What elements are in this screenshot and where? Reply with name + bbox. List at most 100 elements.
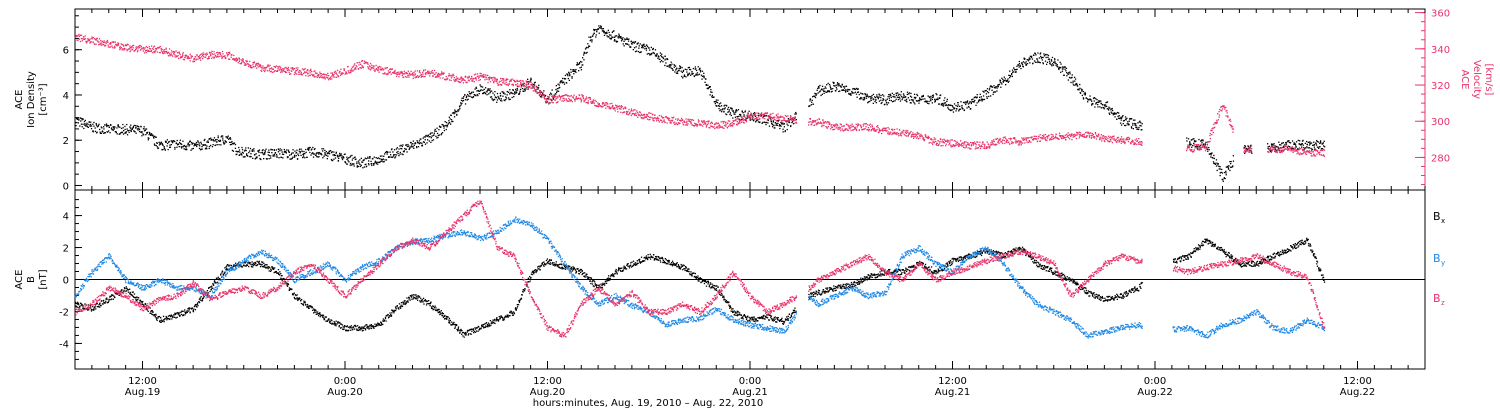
data-point-velocity xyxy=(863,125,864,126)
data-point-density xyxy=(531,79,532,80)
data-point-density xyxy=(402,146,403,147)
data-point-density xyxy=(189,144,190,145)
data-point-velocity xyxy=(529,86,530,87)
data-point-density xyxy=(246,150,247,151)
data-point-velocity xyxy=(114,47,115,48)
data-point-density xyxy=(1033,55,1034,56)
data-point-velocity xyxy=(405,72,406,73)
data-point-density xyxy=(494,94,495,95)
data-point-density xyxy=(337,155,338,156)
data-point-density xyxy=(737,118,738,119)
data-point-velocity xyxy=(302,74,303,75)
data-point-density xyxy=(372,158,373,159)
data-point-velocity xyxy=(949,141,950,142)
data-point-velocity xyxy=(520,82,521,83)
data-point-density xyxy=(1021,62,1022,63)
data-point-velocity xyxy=(590,99,591,100)
data-point-density xyxy=(209,146,210,147)
data-point-velocity xyxy=(663,117,664,118)
data-point-density xyxy=(1138,127,1139,128)
data-point-density xyxy=(943,105,944,106)
data-point-velocity xyxy=(484,79,485,80)
data-point-density xyxy=(292,158,293,159)
data-point-density xyxy=(703,77,704,78)
data-point-velocity xyxy=(241,62,242,63)
data-point-velocity xyxy=(871,125,872,126)
data-point-velocity xyxy=(138,47,139,48)
data-point-density xyxy=(503,92,504,93)
data-point-density xyxy=(908,97,909,98)
data-point-density xyxy=(586,52,587,53)
data-point-density xyxy=(981,96,982,97)
data-point-density xyxy=(988,92,989,93)
data-point-density xyxy=(559,87,560,88)
data-point-density xyxy=(675,66,676,67)
data-point-density xyxy=(823,88,824,89)
data-point-velocity xyxy=(104,40,105,41)
data-point-velocity xyxy=(634,113,635,114)
data-point-density xyxy=(332,154,333,155)
data-point-density xyxy=(201,143,202,144)
data-point-density xyxy=(231,141,232,142)
data-point-density xyxy=(1089,95,1090,96)
data-point-velocity xyxy=(294,68,295,69)
data-point-density xyxy=(772,126,773,127)
data-point-density xyxy=(106,123,107,124)
data-point-velocity xyxy=(551,102,552,103)
data-point-density xyxy=(422,145,423,146)
data-point-density xyxy=(935,99,936,100)
data-point-velocity xyxy=(585,98,586,99)
data-point-density xyxy=(90,126,91,127)
data-point-velocity xyxy=(145,47,146,48)
data-point-velocity xyxy=(578,98,579,99)
data-point-velocity xyxy=(912,132,913,133)
data-point-density xyxy=(770,120,771,121)
data-point-density xyxy=(1308,147,1309,148)
data-point-density xyxy=(341,153,342,154)
data-point-velocity xyxy=(176,50,177,51)
data-point-density xyxy=(1314,144,1315,145)
data-point-velocity xyxy=(859,130,860,131)
data-point-velocity xyxy=(520,84,521,85)
data-point-density xyxy=(904,100,905,101)
data-point-density xyxy=(355,159,356,160)
data-point-velocity xyxy=(871,129,872,130)
data-point-density xyxy=(389,156,390,157)
data-point-density xyxy=(450,118,451,119)
data-point-density xyxy=(947,99,948,100)
data-point-density xyxy=(1112,110,1113,111)
data-point-velocity xyxy=(513,85,514,86)
data-point-density xyxy=(362,167,363,168)
data-point-density xyxy=(123,127,124,128)
data-point-density xyxy=(227,137,228,138)
data-point-density xyxy=(731,115,732,116)
data-point-velocity xyxy=(941,141,942,142)
data-point-velocity xyxy=(487,82,488,83)
data-point-velocity xyxy=(913,138,914,139)
data-point-density xyxy=(500,95,501,96)
data-point-density xyxy=(1272,144,1273,145)
data-point-density xyxy=(1079,84,1080,85)
data-point-velocity xyxy=(294,74,295,75)
data-point-density xyxy=(996,86,997,87)
data-point-velocity xyxy=(151,50,152,51)
data-point-density xyxy=(260,159,261,160)
data-point-density xyxy=(777,123,778,124)
data-point-density xyxy=(694,76,695,77)
data-point-velocity xyxy=(901,135,902,136)
data-point-velocity xyxy=(377,70,378,71)
data-point-density xyxy=(556,92,557,93)
data-point-density xyxy=(1222,179,1223,180)
data-point-density xyxy=(418,146,419,147)
data-point-density xyxy=(1106,106,1107,107)
data-point-velocity xyxy=(422,74,423,75)
data-point-density xyxy=(1188,138,1189,139)
data-point-density xyxy=(1211,152,1212,153)
data-point-density xyxy=(998,86,999,87)
data-point-velocity xyxy=(212,54,213,55)
data-point-velocity xyxy=(118,43,119,44)
data-point-velocity xyxy=(723,128,724,129)
data-point-density xyxy=(368,164,369,165)
data-point-density xyxy=(465,99,466,100)
data-point-velocity xyxy=(653,117,654,118)
